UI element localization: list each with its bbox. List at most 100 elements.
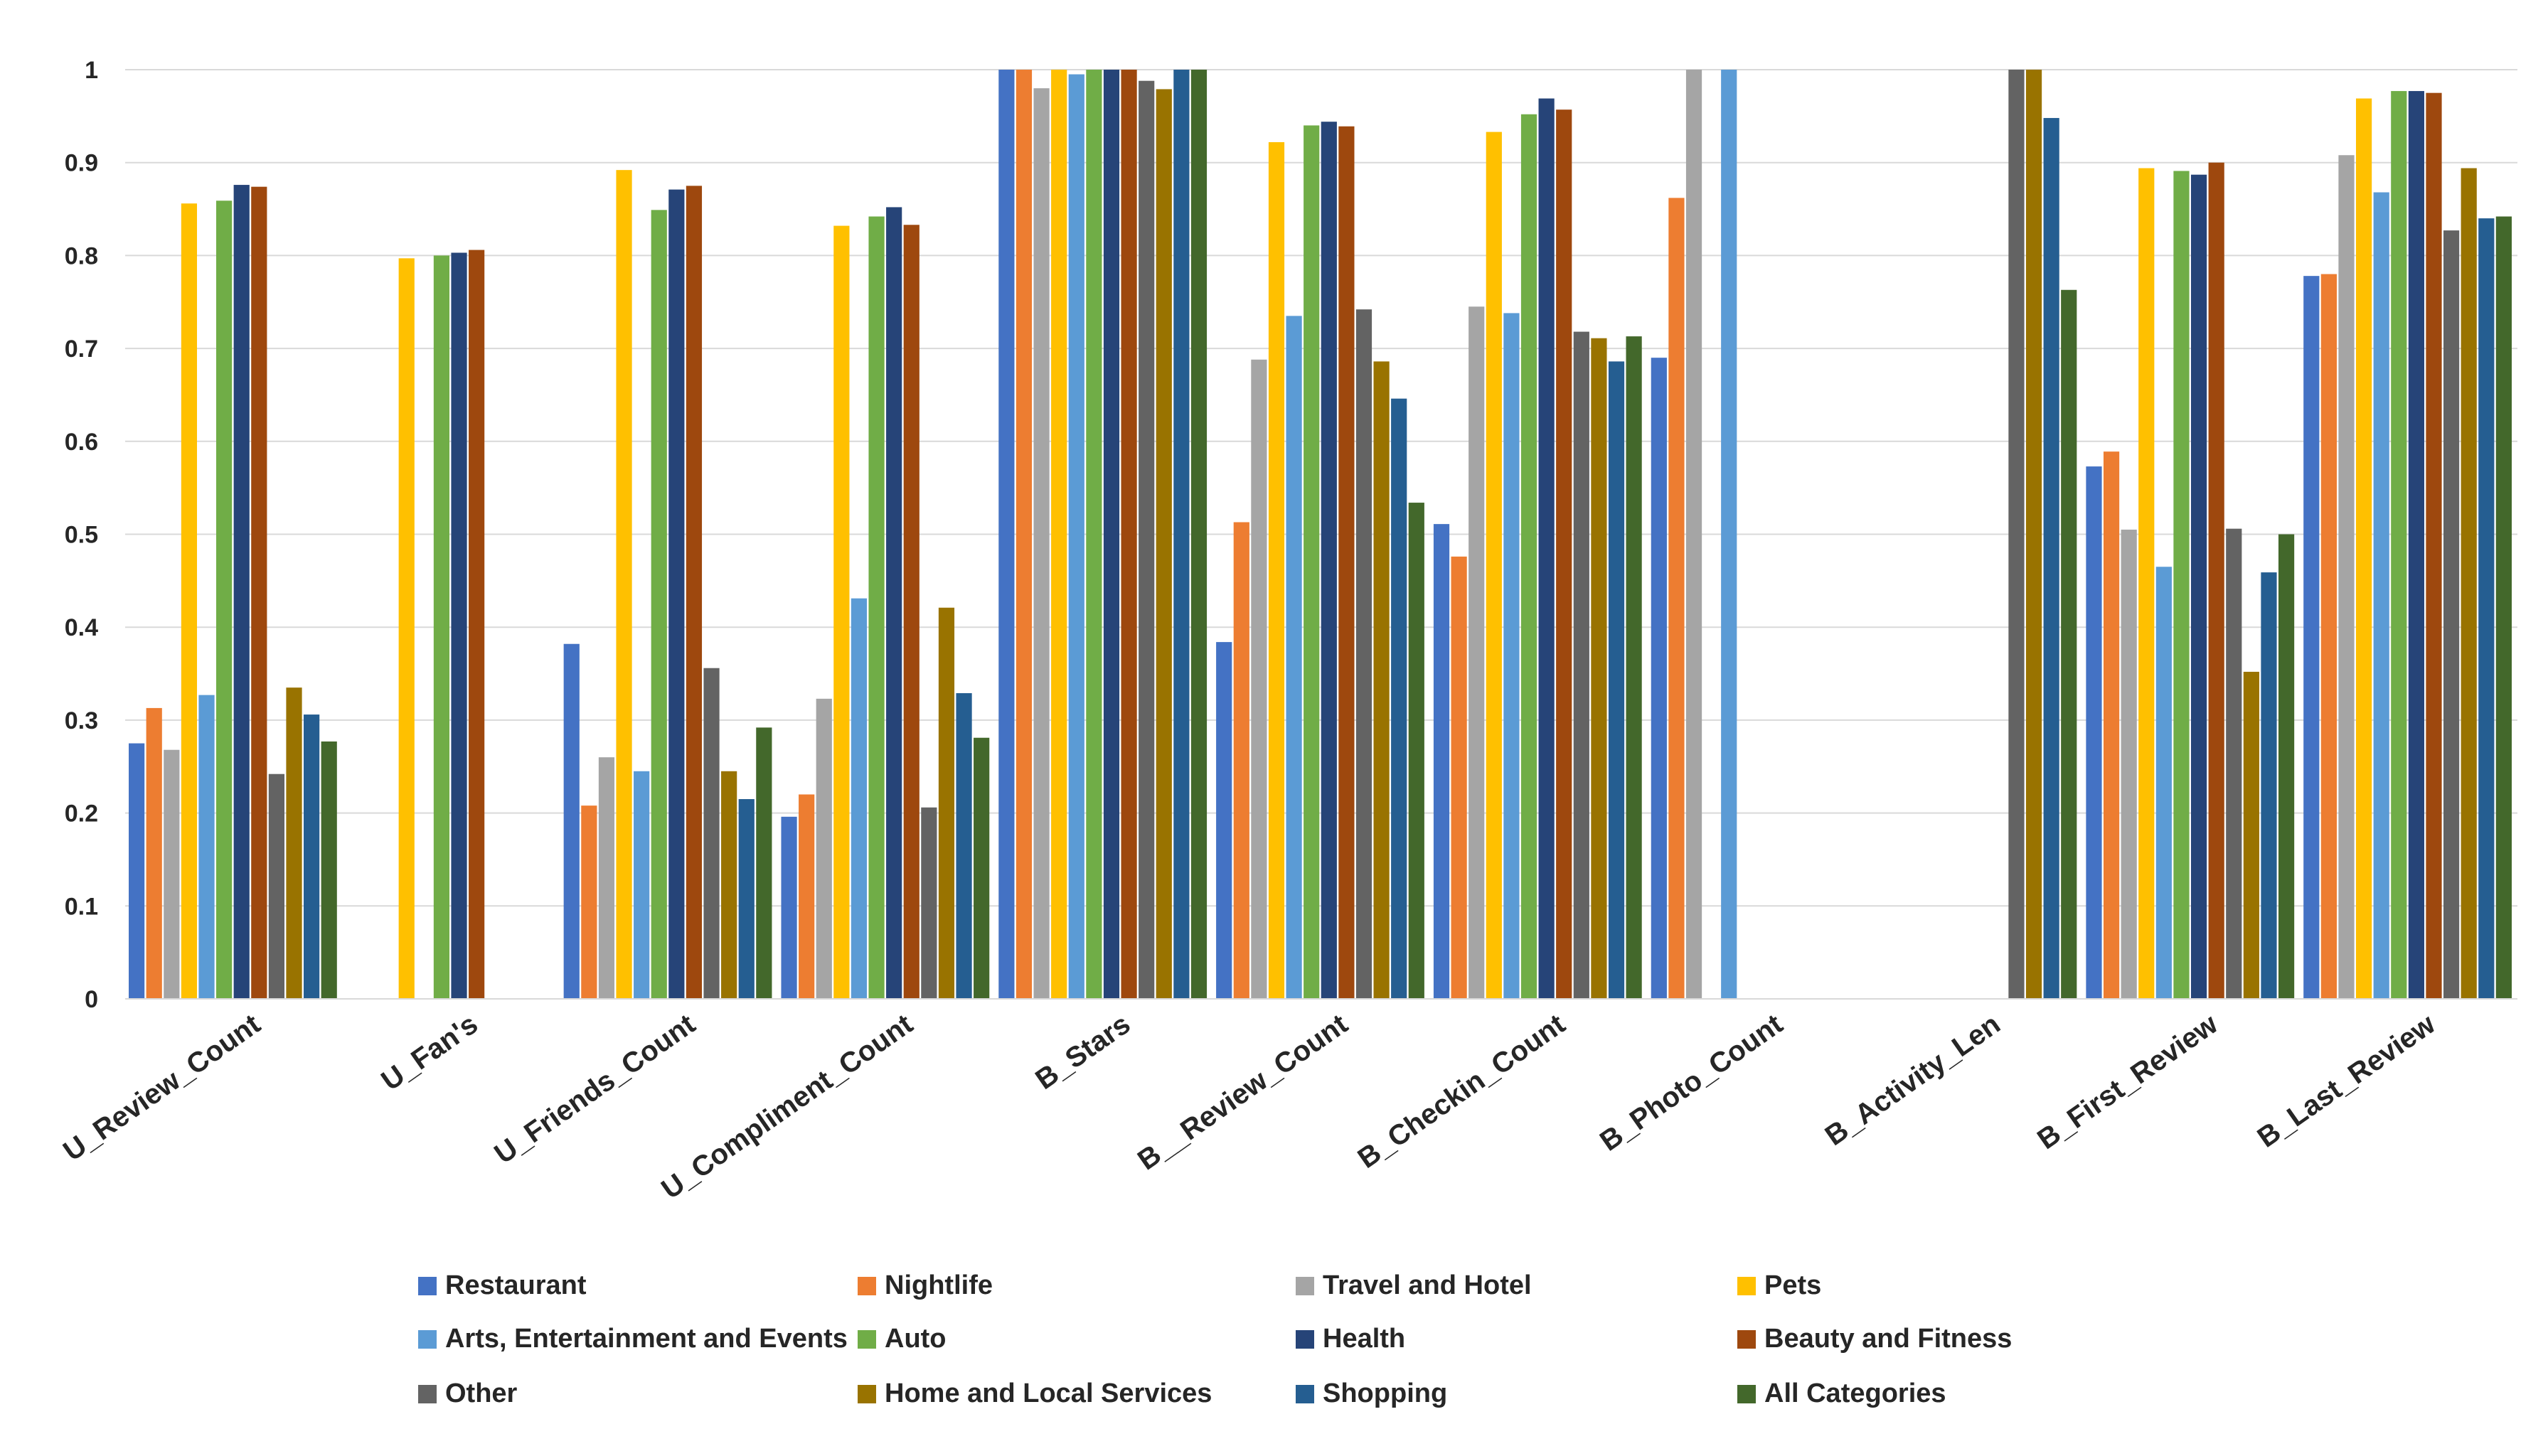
bar-u-friends-count-arts-entertainment-and-events — [634, 771, 650, 999]
bar-u-compliment-count-all-categories — [974, 737, 990, 999]
bar-b-photo-count-travel-and-hotel — [1685, 70, 1702, 999]
bar-b-last-review-restaurant — [2303, 276, 2320, 999]
bar-b-checkin-count-nightlife — [1451, 556, 1467, 999]
bar-b-checkin-count-arts-entertainment-and-events — [1503, 313, 1520, 1000]
bar-b-stars-auto — [1086, 70, 1102, 999]
bar-b-last-review-arts-entertainment-and-events — [2373, 192, 2389, 1000]
bar-u-compliment-count-travel-and-hotel — [816, 698, 832, 999]
bar-b-review-count-all-categories — [1408, 503, 1424, 999]
bar-u-review-count-health — [233, 185, 250, 999]
bar-u-friends-count-shopping — [738, 798, 755, 999]
bar-u-friends-count-beauty-and-fitness — [686, 186, 703, 999]
y-tick-label: 0.5 — [65, 522, 98, 549]
legend-swatch-shopping — [1296, 1385, 1314, 1403]
bar-u-review-count-all-categories — [321, 741, 337, 999]
bar-b-stars-home-and-local-services — [1156, 89, 1172, 999]
bar-b-last-review-all-categories — [2495, 216, 2512, 1000]
bar-b-last-review-home-and-local-services — [2461, 168, 2477, 1000]
legend-label-nightlife: Nightlife — [885, 1270, 993, 1300]
bar-u-review-count-travel-and-hotel — [164, 749, 180, 999]
bar-b-checkin-count-travel-and-hotel — [1468, 306, 1485, 999]
x-tick-label: B_Photo_Count — [1594, 1008, 1789, 1157]
bar-b-checkin-count-home-and-local-services — [1591, 338, 1607, 999]
bar-u-compliment-count-other — [921, 807, 937, 999]
bar-b-activity-len-shopping — [2043, 117, 2059, 1000]
bar-b-last-review-other — [2443, 230, 2460, 1000]
legend: Restaurant Nightlife Travel and Hotel Pets A… — [418, 1270, 2012, 1408]
bar-b-last-review-travel-and-hotel — [2338, 155, 2355, 999]
bar-b-stars-other — [1139, 80, 1155, 1000]
bar-b-review-count-travel-and-hotel — [1251, 359, 1267, 999]
bar-u-friends-count-pets — [616, 170, 632, 999]
legend-swatch-other — [418, 1385, 437, 1403]
bar-b-first-review-restaurant — [2086, 466, 2102, 999]
bar-b-review-count-home-and-local-services — [1373, 361, 1390, 999]
bar-b-stars-arts-entertainment-and-events — [1068, 74, 1084, 999]
bar-b-photo-count-restaurant — [1651, 358, 1667, 999]
bar-b-stars-all-categories — [1190, 70, 1208, 999]
bar-b-stars-health — [1103, 70, 1120, 999]
bar-b-review-count-beauty-and-fitness — [1338, 126, 1355, 999]
legend-label-travel-and-hotel: Travel and Hotel — [1323, 1270, 1532, 1300]
bar-u-review-count-home-and-local-services — [286, 687, 302, 999]
bar-b-first-review-pets — [2138, 168, 2155, 1000]
bar-u-fan-s-health — [451, 252, 467, 999]
y-tick-label: 0.4 — [65, 614, 98, 641]
bar-b-checkin-count-auto — [1520, 114, 1537, 1000]
bar-b-first-review-travel-and-hotel — [2121, 529, 2137, 999]
bar-u-friends-count-other — [703, 668, 720, 999]
bar-u-friends-count-all-categories — [756, 727, 772, 999]
x-tick-label: B_Checkin_Count — [1353, 1008, 1571, 1174]
bar-b-photo-count-nightlife — [1668, 198, 1685, 1000]
bar-b-first-review-other — [2226, 528, 2242, 999]
y-tick-label: 0.3 — [65, 707, 98, 734]
bar-b-review-count-other — [1355, 309, 1372, 999]
bar-u-review-count-restaurant — [129, 743, 145, 999]
bar-b-checkin-count-all-categories — [1626, 336, 1642, 999]
legend-label-home-and-local-services: Home and Local Services — [885, 1379, 1212, 1408]
bar-u-compliment-count-restaurant — [781, 816, 797, 999]
legend-swatch-health — [1296, 1330, 1314, 1349]
y-tick-label: 0.1 — [65, 893, 98, 920]
bar-u-friends-count-nightlife — [581, 805, 597, 999]
legend-swatch-home-and-local-services — [858, 1385, 876, 1403]
bar-u-compliment-count-auto — [868, 216, 885, 1000]
bar-b-last-review-beauty-and-fitness — [2426, 92, 2442, 999]
bar-b-first-review-health — [2190, 174, 2207, 999]
legend-label-shopping: Shopping — [1323, 1379, 1447, 1408]
bar-u-review-count-beauty-and-fitness — [251, 186, 267, 999]
bar-u-friends-count-home-and-local-services — [721, 771, 737, 999]
bar-u-review-count-other — [268, 774, 285, 999]
x-tick-label: U_Review_Count — [58, 1008, 266, 1167]
bar-b-stars-nightlife — [1016, 70, 1033, 999]
bar-b-first-review-arts-entertainment-and-events — [2155, 567, 2172, 999]
legend-swatch-restaurant — [418, 1277, 437, 1295]
legend-label-all-categories: All Categories — [1764, 1379, 1946, 1408]
bar-b-last-review-auto — [2391, 91, 2407, 999]
bar-b-first-review-beauty-and-fitness — [2208, 162, 2224, 1000]
legend-label-auto: Auto — [885, 1324, 947, 1354]
bar-u-compliment-count-beauty-and-fitness — [903, 225, 919, 999]
bar-b-checkin-count-restaurant — [1433, 524, 1450, 999]
x-tick-label: B__Review_Count — [1132, 1008, 1353, 1176]
y-tick-label: 0.9 — [65, 150, 98, 177]
bar-b-stars-restaurant — [998, 70, 1015, 999]
legend-label-restaurant: Restaurant — [445, 1270, 587, 1300]
bar-u-fan-s-beauty-and-fitness — [469, 250, 485, 1000]
legend-swatch-nightlife — [858, 1277, 876, 1295]
legend-swatch-travel-and-hotel — [1296, 1277, 1314, 1295]
bar-u-review-count-pets — [181, 203, 198, 999]
bar-u-compliment-count-home-and-local-services — [938, 607, 955, 999]
bar-u-compliment-count-pets — [833, 225, 850, 1000]
bar-b-review-count-health — [1321, 122, 1337, 999]
bar-u-compliment-count-arts-entertainment-and-events — [851, 598, 868, 999]
legend-label-pets: Pets — [1764, 1270, 1821, 1300]
bar-b-photo-count-arts-entertainment-and-events — [1721, 70, 1737, 999]
y-tick-label: 0 — [85, 986, 98, 1013]
bar-b-checkin-count-beauty-and-fitness — [1556, 109, 1572, 999]
bar-b-checkin-count-health — [1538, 98, 1555, 1000]
bar-b-review-count-restaurant — [1216, 642, 1232, 999]
bar-u-fan-s-pets — [398, 258, 415, 999]
bar-b-activity-len-other — [2008, 70, 2025, 999]
